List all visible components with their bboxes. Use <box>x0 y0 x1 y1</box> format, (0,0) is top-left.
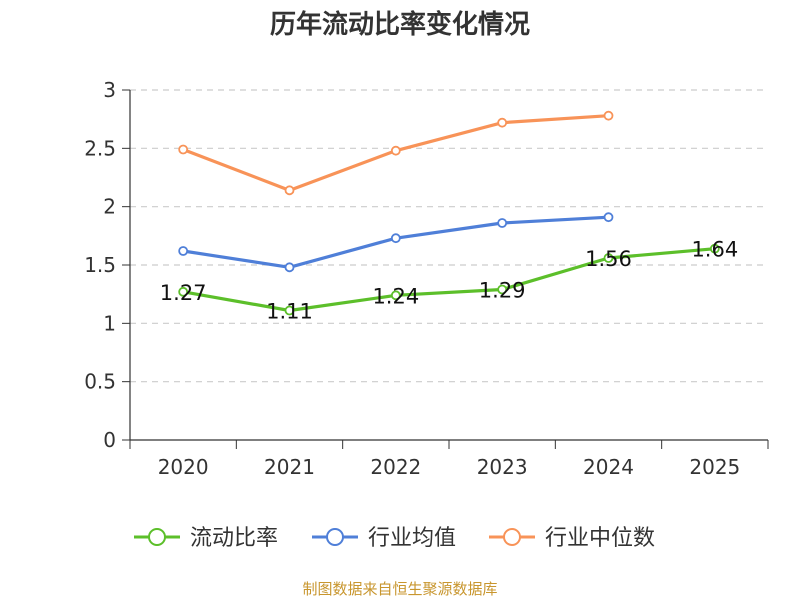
y-tick-label: 0 <box>103 428 116 452</box>
legend-label: 行业中位数 <box>545 526 655 551</box>
data-label: 1.27 <box>160 281 207 305</box>
x-tick-label: 2020 <box>158 455 209 479</box>
y-tick-label: 1 <box>103 311 116 335</box>
legend-item: 行业中位数 <box>489 526 655 551</box>
legend-marker-icon <box>326 528 344 546</box>
x-tick-label: 2022 <box>370 455 421 479</box>
data-point <box>390 233 401 244</box>
data-point <box>603 110 614 121</box>
x-tick-label: 2023 <box>477 455 528 479</box>
y-tick-label: 2.5 <box>84 136 116 160</box>
legend-item: 流动比率 <box>134 526 278 551</box>
data-label: 1.56 <box>585 247 632 271</box>
chart-title: 历年流动比率变化情况 <box>269 10 530 40</box>
data-label: 1.64 <box>691 238 738 262</box>
data-point <box>497 117 508 128</box>
series-line-0 <box>181 247 717 313</box>
legend-label: 流动比率 <box>190 526 278 551</box>
legend-marker-icon <box>503 528 521 546</box>
data-point <box>178 286 189 297</box>
data-point <box>709 243 720 254</box>
x-tick-label: 2025 <box>689 455 740 479</box>
legend-item: 行业均值 <box>312 526 456 551</box>
data-point <box>284 185 295 196</box>
y-tick-label: 2 <box>103 195 116 219</box>
x-tick-label: 2021 <box>264 455 315 479</box>
data-label: 1.24 <box>372 284 419 308</box>
data-point <box>178 144 189 155</box>
data-source-note: 制图数据来自恒生聚源数据库 <box>302 580 498 598</box>
y-tick-label: 0.5 <box>84 370 116 394</box>
legend-marker-icon <box>148 528 166 546</box>
data-label: 1.11 <box>266 300 313 324</box>
data-point <box>284 262 295 273</box>
data-point <box>390 145 401 156</box>
legend-label: 行业均值 <box>368 526 456 551</box>
data-point <box>284 305 295 316</box>
y-tick-label: 1.5 <box>84 253 116 277</box>
y-tick-label: 3 <box>103 78 116 102</box>
data-point <box>497 218 508 228</box>
data-point <box>603 212 614 223</box>
x-tick-label: 2024 <box>583 455 634 479</box>
data-point <box>497 284 508 295</box>
data-point <box>390 290 401 301</box>
data-label: 1.29 <box>479 279 526 303</box>
data-point <box>178 246 189 256</box>
data-point <box>603 253 614 263</box>
